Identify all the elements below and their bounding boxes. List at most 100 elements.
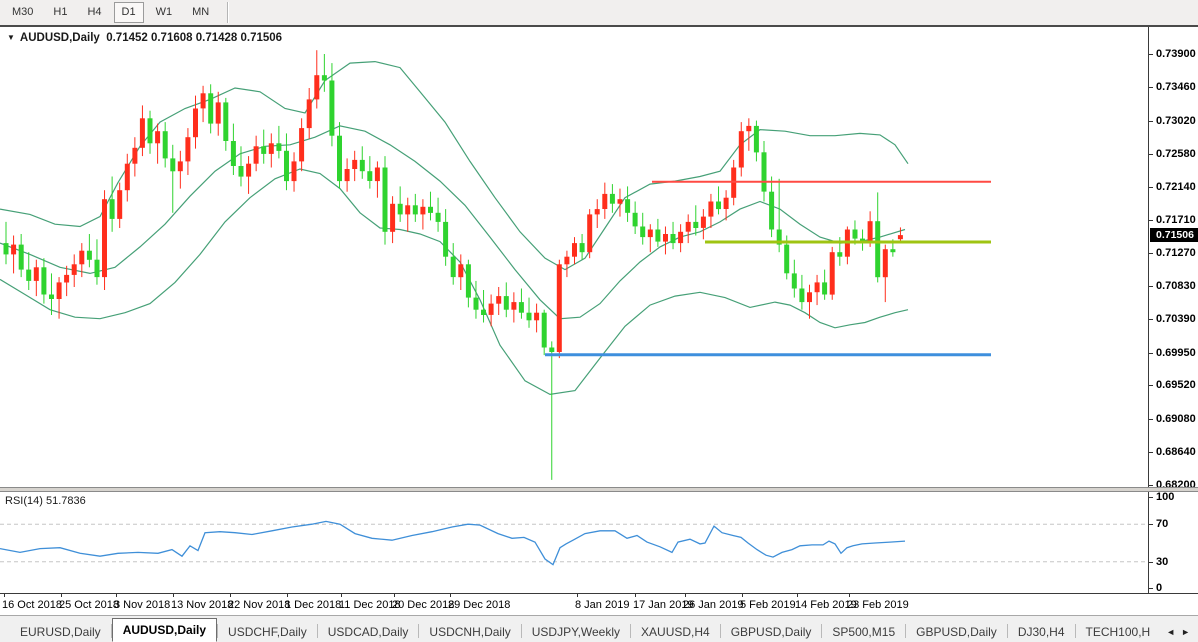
timeframe-button-mn[interactable]: MN: [192, 6, 210, 18]
symbol-tab-usdcad-daily[interactable]: USDCAD,Daily: [327, 625, 409, 639]
candle-body: [488, 303, 494, 315]
symbol-tab-tech100-h[interactable]: TECH100,H: [1085, 625, 1151, 639]
candle: [86, 234, 92, 268]
candle-body: [124, 163, 130, 191]
candle-body: [299, 128, 305, 162]
candle-body: [670, 234, 676, 244]
candle-body: [170, 158, 176, 172]
candle-body: [215, 102, 221, 124]
symbol-tab-audusd-daily[interactable]: AUDUSD,Daily: [111, 618, 218, 642]
candle: [268, 133, 274, 168]
price-tick-mark: [1149, 187, 1153, 188]
price-tick-label: 0.69080: [1156, 413, 1196, 425]
tab-separator: [418, 624, 420, 638]
price-tick-mark: [1149, 154, 1153, 155]
candle-body: [655, 229, 661, 242]
candle: [41, 258, 47, 304]
symbol-tab-eurusd-daily[interactable]: EURUSD,Daily: [20, 625, 101, 639]
candle-body: [352, 159, 358, 169]
tab-scroll-right-icon[interactable]: ►: [1181, 627, 1191, 637]
candle-body: [496, 296, 502, 304]
candle: [556, 259, 562, 359]
chart-symbol-label: AUDUSD,Daily: [19, 32, 100, 44]
candle-body: [79, 250, 85, 265]
main-chart-plot[interactable]: ▼ AUDUSD,Daily 0.71452 0.71608 0.71428 0.…: [0, 27, 1148, 487]
timeframe-button-h1[interactable]: H1: [53, 6, 68, 18]
candle: [359, 146, 365, 179]
candle-body: [761, 152, 767, 192]
candle: [617, 188, 623, 217]
symbol-tab-usdcnh-daily[interactable]: USDCNH,Daily: [429, 625, 511, 639]
panel-divider[interactable]: [0, 487, 1198, 492]
candlestick-chart[interactable]: [0, 27, 1148, 487]
rsi-chart[interactable]: [0, 492, 1148, 593]
candle-body: [700, 216, 706, 228]
date-tick-label: 25 Oct 2018: [59, 599, 119, 611]
candle-body: [64, 274, 70, 283]
candle-body: [405, 205, 411, 215]
candle-body: [185, 137, 191, 162]
tab-separator: [719, 624, 721, 638]
symbol-tab-gbpusd-daily[interactable]: GBPUSD,Daily: [730, 625, 812, 639]
timeframe-button-d1[interactable]: D1: [113, 2, 144, 23]
date-tick-mark: [230, 594, 231, 597]
bollinger-upper-band: [0, 60, 909, 271]
timeframe-button-m30[interactable]: M30: [12, 6, 34, 18]
candle: [124, 153, 130, 202]
candle-body: [321, 75, 327, 81]
rsi-indicator-plot[interactable]: RSI(14) 51.7836: [0, 492, 1148, 593]
candle: [799, 274, 805, 310]
symbol-tab-usdjpy-weekly[interactable]: USDJPY,Weekly: [531, 625, 621, 639]
candle-body: [609, 193, 615, 204]
chart-title: ▼ AUDUSD,Daily 0.71452 0.71608 0.71428 0.…: [7, 32, 282, 44]
candle: [132, 137, 138, 177]
candle: [716, 186, 721, 215]
candle: [56, 277, 62, 319]
symbol-tab-dj30-h4[interactable]: DJ30,H4: [1017, 625, 1065, 639]
candle: [390, 196, 396, 244]
symbol-tab-usdchf-daily[interactable]: USDCHF,Daily: [228, 625, 307, 639]
date-tick-mark: [287, 594, 288, 597]
candle: [405, 197, 411, 232]
candle: [11, 235, 17, 274]
candle-body: [640, 226, 646, 238]
candle: [162, 122, 168, 168]
timeframe-button-w1[interactable]: W1: [155, 6, 173, 18]
candle: [435, 197, 441, 232]
price-tick-label: 0.73900: [1156, 48, 1196, 60]
candle-body: [200, 93, 206, 109]
price-tick-label: 0.73020: [1156, 115, 1196, 127]
candle-body: [41, 267, 47, 295]
candle: [18, 234, 24, 278]
rsi-tick-mark: [1149, 562, 1153, 563]
candle: [518, 288, 524, 319]
price-axis[interactable]: 0.73900 0.73460 0.73020 0.72580 0.72140 0.717…: [1148, 27, 1198, 491]
symbol-tab-sp500-m15[interactable]: SP500,M15: [832, 625, 896, 639]
date-tick-label: 23 Feb 2019: [847, 599, 909, 611]
candle: [769, 176, 775, 238]
candle: [117, 182, 123, 228]
candle: [299, 118, 305, 172]
candle: [685, 214, 691, 244]
timeframe-button-h4[interactable]: H4: [87, 6, 102, 18]
candle-body: [564, 256, 570, 265]
candle: [609, 184, 615, 213]
tab-separator: [905, 624, 907, 638]
candle: [602, 182, 608, 219]
candle-body: [746, 125, 752, 132]
date-tick-label: 20 Dec 2018: [392, 599, 455, 611]
candle-body: [177, 161, 183, 172]
candle: [860, 229, 865, 251]
candle-body: [685, 221, 691, 232]
price-tick-label: 0.72580: [1156, 148, 1196, 160]
candle-body: [246, 163, 252, 177]
symbol-tab-gbpusd-daily[interactable]: GBPUSD,Daily: [916, 625, 997, 639]
symbol-tab-xauusd-h4[interactable]: XAUUSD,H4: [641, 625, 710, 639]
rsi-axis[interactable]: 100 70 30 0: [1148, 491, 1198, 594]
chart-dropdown-icon[interactable]: ▼: [7, 33, 15, 42]
candle: [208, 84, 214, 134]
date-axis[interactable]: 16 Oct 2018 25 Oct 2018 3 Nov 2018 13 Nov 2…: [0, 593, 1198, 616]
tab-scroll-left-icon[interactable]: ◄: [1166, 627, 1176, 637]
candle: [79, 243, 85, 278]
candle-body: [647, 229, 653, 238]
